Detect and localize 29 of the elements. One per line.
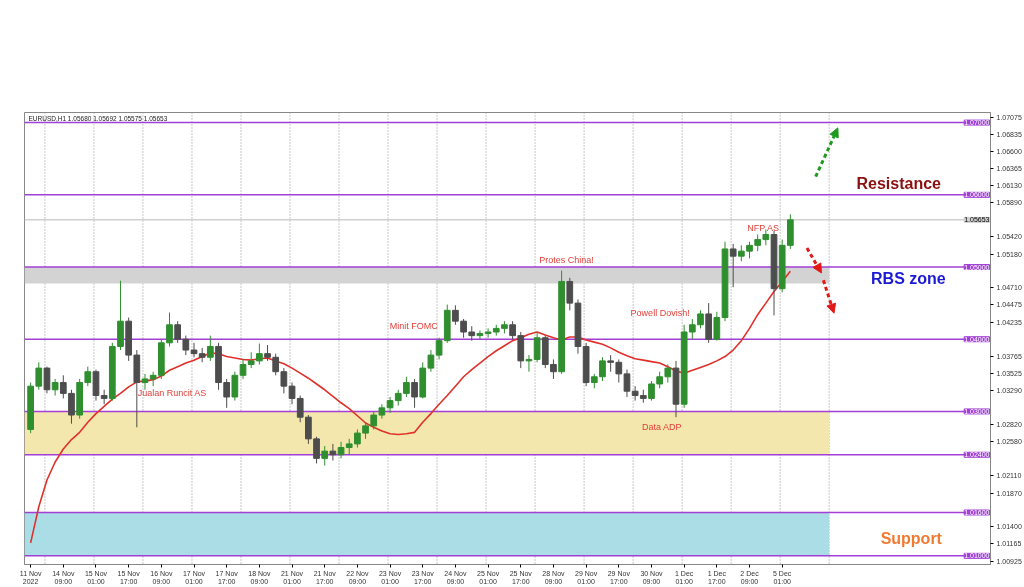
candlestick xyxy=(435,337,443,360)
candlestick xyxy=(386,396,394,414)
annotation: Minit FOMC xyxy=(389,321,439,332)
candlestick xyxy=(206,335,214,362)
candlestick xyxy=(729,243,737,288)
candlestick xyxy=(296,395,304,423)
annotation: Data ADP xyxy=(642,422,682,433)
annotation: Jualan Runcit AS xyxy=(137,388,207,399)
candlestick xyxy=(411,378,418,409)
candlestick xyxy=(288,382,296,405)
candlestick xyxy=(231,371,239,402)
candlestick xyxy=(92,369,100,402)
line-series xyxy=(29,270,792,544)
annotation: RBS zone xyxy=(871,270,946,288)
annotation: Protes China! xyxy=(539,254,594,265)
candlestick xyxy=(329,443,337,462)
candlestick xyxy=(533,331,541,363)
candlestick xyxy=(280,367,288,394)
annotation: NFP AS xyxy=(747,223,780,234)
annotation: Support xyxy=(880,530,943,548)
candlestick xyxy=(525,354,533,373)
candlestick xyxy=(321,445,329,467)
candlestick xyxy=(476,330,484,340)
candlestick xyxy=(35,361,43,391)
annotation: Powell Dovish! xyxy=(630,308,690,319)
candlestick xyxy=(100,389,108,405)
candlestick xyxy=(43,366,51,394)
annotation: Resistance xyxy=(856,175,942,193)
candlestick xyxy=(51,378,59,397)
